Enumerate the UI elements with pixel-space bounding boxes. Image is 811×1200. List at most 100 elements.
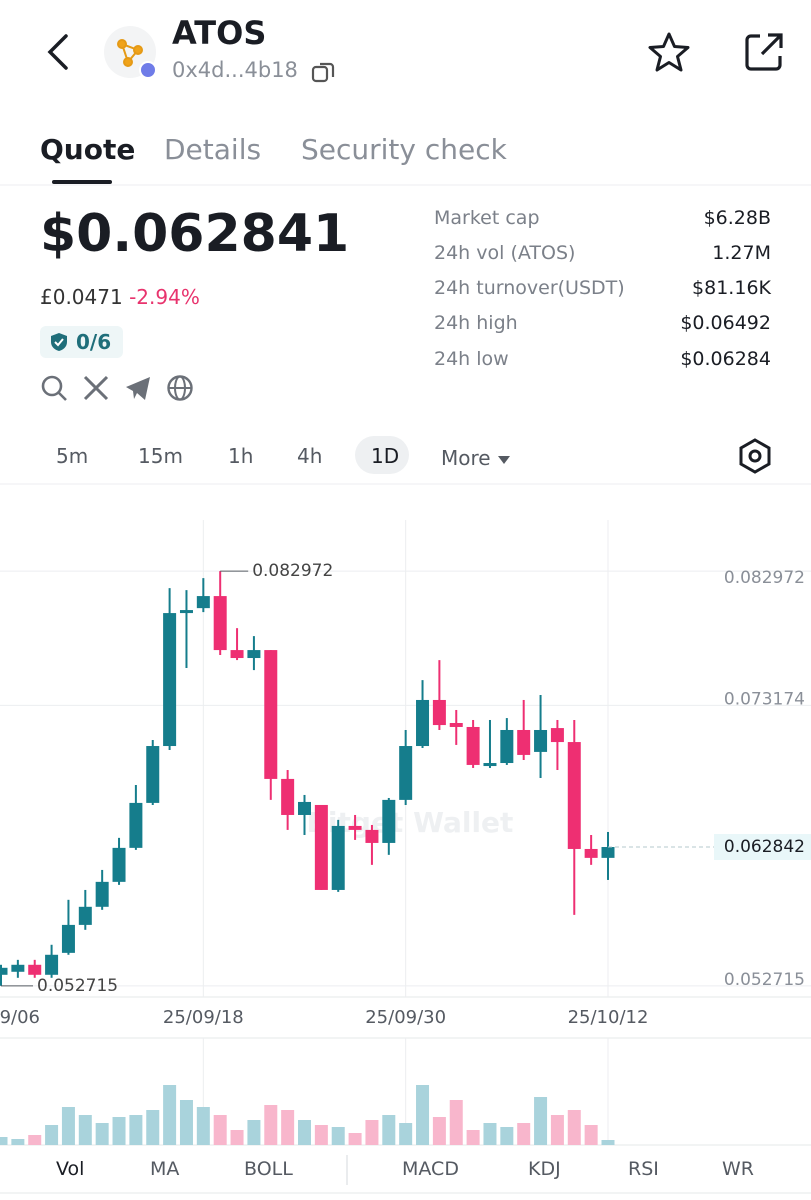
timeframe-more[interactable]: More <box>441 446 511 470</box>
stat-label: 24h low <box>434 348 509 370</box>
candle-body <box>567 742 581 849</box>
volume-bar <box>45 1125 59 1145</box>
x-tick-label: 25/10/12 <box>568 1007 649 1028</box>
volume-bar <box>348 1133 362 1145</box>
volume-bar <box>449 1100 463 1145</box>
timeframe-selected[interactable]: 1D <box>371 444 400 468</box>
stat-label: Market cap <box>434 207 540 229</box>
indicator-tab[interactable]: KDJ <box>528 1158 561 1180</box>
indicator-tab[interactable]: BOLL <box>244 1158 293 1180</box>
candle-body <box>382 799 396 843</box>
candle-body <box>28 964 42 975</box>
tab-quote[interactable]: Quote <box>40 133 136 166</box>
volume-bar <box>281 1110 295 1145</box>
candle-body <box>314 804 328 890</box>
fiat-price: £0.0471 -2.94% <box>40 285 200 309</box>
candle-body <box>331 825 345 890</box>
volume-bar <box>95 1123 109 1145</box>
volume-bar <box>78 1115 92 1145</box>
volume-bar <box>584 1125 598 1145</box>
volume-bar <box>247 1120 261 1145</box>
timeframe[interactable]: 4h <box>297 444 323 468</box>
favorite-button[interactable] <box>646 30 692 80</box>
back-button[interactable] <box>40 30 74 78</box>
candle-body <box>95 881 109 907</box>
candle-body <box>0 967 8 975</box>
share-button[interactable] <box>742 30 786 78</box>
volume-bar <box>112 1117 126 1145</box>
candle-body <box>264 650 278 779</box>
candle-body <box>365 829 379 843</box>
stat-label: 24h turnover(USDT) <box>434 277 625 299</box>
candle-body <box>281 778 295 815</box>
candle-body <box>483 763 497 767</box>
last-price-label: 0.062842 <box>724 837 805 857</box>
timeframe-selected-bg <box>355 436 409 474</box>
stat-label: 24h high <box>434 312 518 334</box>
candle-body <box>500 729 514 764</box>
y-tick-label: 0.073174 <box>724 689 805 709</box>
volume-bar <box>264 1105 278 1145</box>
stat-value: $0.06492 <box>680 312 771 334</box>
volume-bar <box>230 1130 244 1145</box>
timeframe[interactable]: 5m <box>56 444 89 468</box>
candle-body <box>196 596 210 609</box>
stat-label: 24h vol (ATOS) <box>434 242 576 264</box>
x-tick-label: 9/06 <box>0 1007 40 1028</box>
candle-body <box>348 825 362 830</box>
more-label: More <box>441 446 491 470</box>
indicator-tab[interactable]: Vol <box>56 1158 85 1180</box>
high-marker-label: 0.082972 <box>252 561 333 581</box>
volume-bar <box>382 1115 396 1145</box>
x-tick-label: 25/09/18 <box>163 1007 244 1028</box>
volume-bar <box>61 1107 75 1145</box>
volume-bar <box>28 1135 42 1145</box>
indicator-tab[interactable]: MACD <box>402 1158 459 1180</box>
candle-body <box>78 906 92 925</box>
volume-bar <box>517 1123 531 1145</box>
settings-button[interactable] <box>738 438 772 478</box>
globe-icon[interactable] <box>166 374 194 402</box>
timeframe[interactable]: 15m <box>138 444 183 468</box>
candle-body <box>247 650 261 659</box>
candle-body <box>416 699 430 747</box>
candle-body <box>230 650 244 659</box>
price: $0.062841 <box>40 204 350 264</box>
volume-bar <box>179 1100 193 1145</box>
copy-button[interactable] <box>310 58 338 90</box>
back-icon <box>47 34 68 70</box>
tab-security[interactable]: Security check <box>301 133 507 166</box>
security-badge[interactable]: 0/6 <box>40 326 124 358</box>
stat-value: $0.06284 <box>680 348 771 370</box>
volume-bar <box>534 1097 548 1145</box>
indicator-tab[interactable]: RSI <box>628 1158 659 1180</box>
candle-body <box>298 801 311 815</box>
timeframe[interactable]: 1h <box>228 444 254 468</box>
volume-bar <box>163 1085 177 1145</box>
volume-bar <box>0 1137 8 1145</box>
search-icon[interactable] <box>40 374 68 402</box>
indicator-tab[interactable]: WR <box>722 1158 754 1180</box>
candle-body <box>45 954 59 975</box>
fiat-value: £0.0471 <box>40 285 123 309</box>
volume-bar <box>331 1127 345 1145</box>
y-tick-label: 0.052715 <box>724 970 805 990</box>
candle-body <box>11 964 25 972</box>
indicator-tab[interactable]: MA <box>150 1158 180 1180</box>
last-price-bg <box>714 834 811 861</box>
candle-body <box>61 924 75 953</box>
social-links <box>40 374 194 402</box>
telegram-icon[interactable] <box>124 374 152 402</box>
candle-body <box>146 746 160 803</box>
volume-bar <box>432 1117 446 1145</box>
tab-details[interactable]: Details <box>164 133 262 166</box>
candle-body <box>466 726 480 765</box>
candle-body <box>449 722 463 727</box>
x-icon[interactable] <box>82 374 110 402</box>
y-tick-label: 0.082972 <box>724 568 805 588</box>
candle-body <box>163 613 177 747</box>
x-tick-label: 25/09/30 <box>365 1007 446 1028</box>
tab-indicator <box>52 180 112 184</box>
